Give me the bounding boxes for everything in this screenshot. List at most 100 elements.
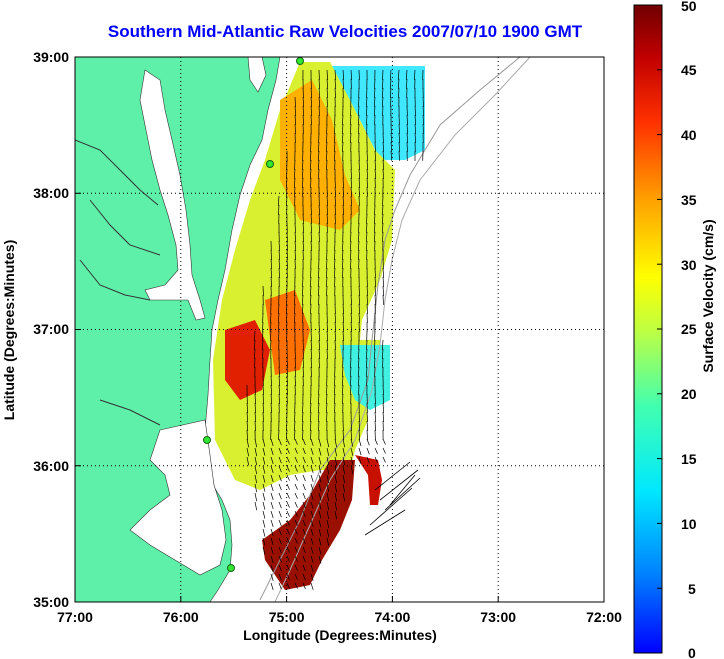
velocity-arrow [286, 483, 290, 490]
velocity-arrow [262, 546, 266, 555]
velocity-arrow [302, 510, 306, 518]
x-tick-label: 73:00 [480, 609, 516, 625]
velocity-arrow [333, 393, 336, 404]
velocity-arrow [302, 357, 305, 368]
velocity-arrow [334, 339, 336, 350]
velocity-arrow [333, 384, 336, 395]
field-south-darkred [262, 460, 355, 590]
velocity-arrow [285, 186, 288, 197]
velocity-arrow [334, 312, 336, 323]
velocity-arrow [270, 258, 273, 269]
river-rappahannock [89, 199, 161, 256]
velocity-arrow [270, 276, 272, 287]
velocity-arrow [358, 312, 360, 323]
velocity-arrow [278, 501, 282, 509]
velocity-arrow [326, 159, 328, 170]
velocity-arrow [253, 339, 256, 350]
velocity-arrow [382, 384, 384, 395]
velocity-arrow [334, 447, 338, 457]
velocity-arrow [286, 321, 288, 332]
velocity-arrow [317, 150, 320, 161]
velocity-arrow [406, 123, 409, 134]
velocity-arrow [342, 456, 346, 466]
velocity-arrow [285, 312, 288, 323]
velocity-arrow [270, 483, 274, 492]
velocity-arrow [310, 231, 313, 242]
velocity-arrow [254, 438, 258, 448]
velocity-arrow [269, 330, 272, 341]
velocity-arrow [286, 231, 288, 242]
velocity-arrow [310, 348, 313, 359]
velocity-arrow [342, 114, 344, 125]
velocity-arrow [366, 87, 368, 98]
velocity-arrow [286, 519, 290, 526]
velocity-arrow [302, 402, 304, 413]
velocity-arrow [382, 276, 385, 287]
velocity-arrow [302, 582, 306, 590]
velocity-arrow [278, 456, 282, 464]
velocity-arrow [294, 582, 298, 589]
velocity-arrow [254, 474, 258, 484]
velocity-arrow [294, 105, 297, 116]
velocity-arrow [342, 492, 346, 502]
river-potomac [75, 139, 159, 206]
velocity-arrow [349, 375, 352, 386]
velocity-arrow [310, 555, 314, 563]
velocity-arrow [294, 366, 297, 377]
velocity-arrow [334, 150, 336, 161]
velocity-arrow [325, 267, 328, 278]
velocity-arrow [406, 114, 408, 125]
velocity-arrow [318, 465, 322, 474]
velocity-arrow [302, 456, 306, 464]
velocity-arrow [357, 240, 360, 251]
velocity-arrow [262, 465, 266, 474]
velocity-arrow [389, 87, 392, 98]
y-tick-label: 37:00 [33, 321, 69, 337]
y-tick-label: 35:00 [33, 594, 69, 610]
velocity-arrow [310, 528, 314, 536]
velocity-arrow [270, 474, 274, 483]
velocity-arrow [293, 177, 296, 188]
velocity-arrow [333, 132, 336, 143]
velocity-arrow [254, 420, 256, 431]
velocity-arrow [278, 573, 282, 581]
velocity-arrow [389, 78, 392, 89]
velocity-arrow [414, 105, 416, 116]
velocity-arrow [358, 447, 362, 456]
velocity-arrow [365, 96, 368, 107]
velocity-arrow [342, 69, 345, 80]
velocity-arrow [342, 186, 345, 197]
velocity-arrow [334, 123, 336, 134]
velocity-arrow [373, 348, 376, 359]
velocity-arrow [397, 78, 400, 89]
velocity-arrow [318, 213, 321, 224]
velocity-arrow [254, 492, 258, 502]
velocity-arrow [366, 366, 368, 377]
velocity-arrow [302, 429, 304, 440]
velocity-arrow [262, 510, 266, 519]
velocity-arrow [358, 294, 361, 305]
colorbar-tick-label: 0 [688, 645, 696, 659]
velocity-arrow [406, 78, 408, 89]
x-tick-label: 77:00 [57, 609, 93, 625]
velocity-arrow [373, 231, 376, 242]
velocity-arrow [357, 231, 360, 242]
velocity-arrow [374, 456, 378, 463]
velocity-arrow [294, 456, 298, 463]
velocity-arrow [318, 357, 320, 368]
velocity-arrow [301, 411, 304, 422]
colorbar-label: Surface Velocity (cm/s) [700, 219, 716, 372]
velocity-arrow [358, 159, 360, 170]
velocity-arrow [318, 339, 321, 350]
x-tick-label: 72:00 [586, 609, 622, 625]
velocity-arrow [342, 177, 344, 188]
velocity-arrow [366, 438, 370, 446]
velocity-arrow [293, 303, 296, 314]
station-marker-cape-may [296, 57, 304, 65]
velocity-arrow [326, 411, 328, 422]
velocity-arrow [326, 96, 328, 107]
velocity-arrow [278, 528, 282, 536]
velocity-arrow [302, 213, 304, 224]
velocity-arrow [382, 159, 385, 170]
velocity-arrow [350, 447, 354, 456]
